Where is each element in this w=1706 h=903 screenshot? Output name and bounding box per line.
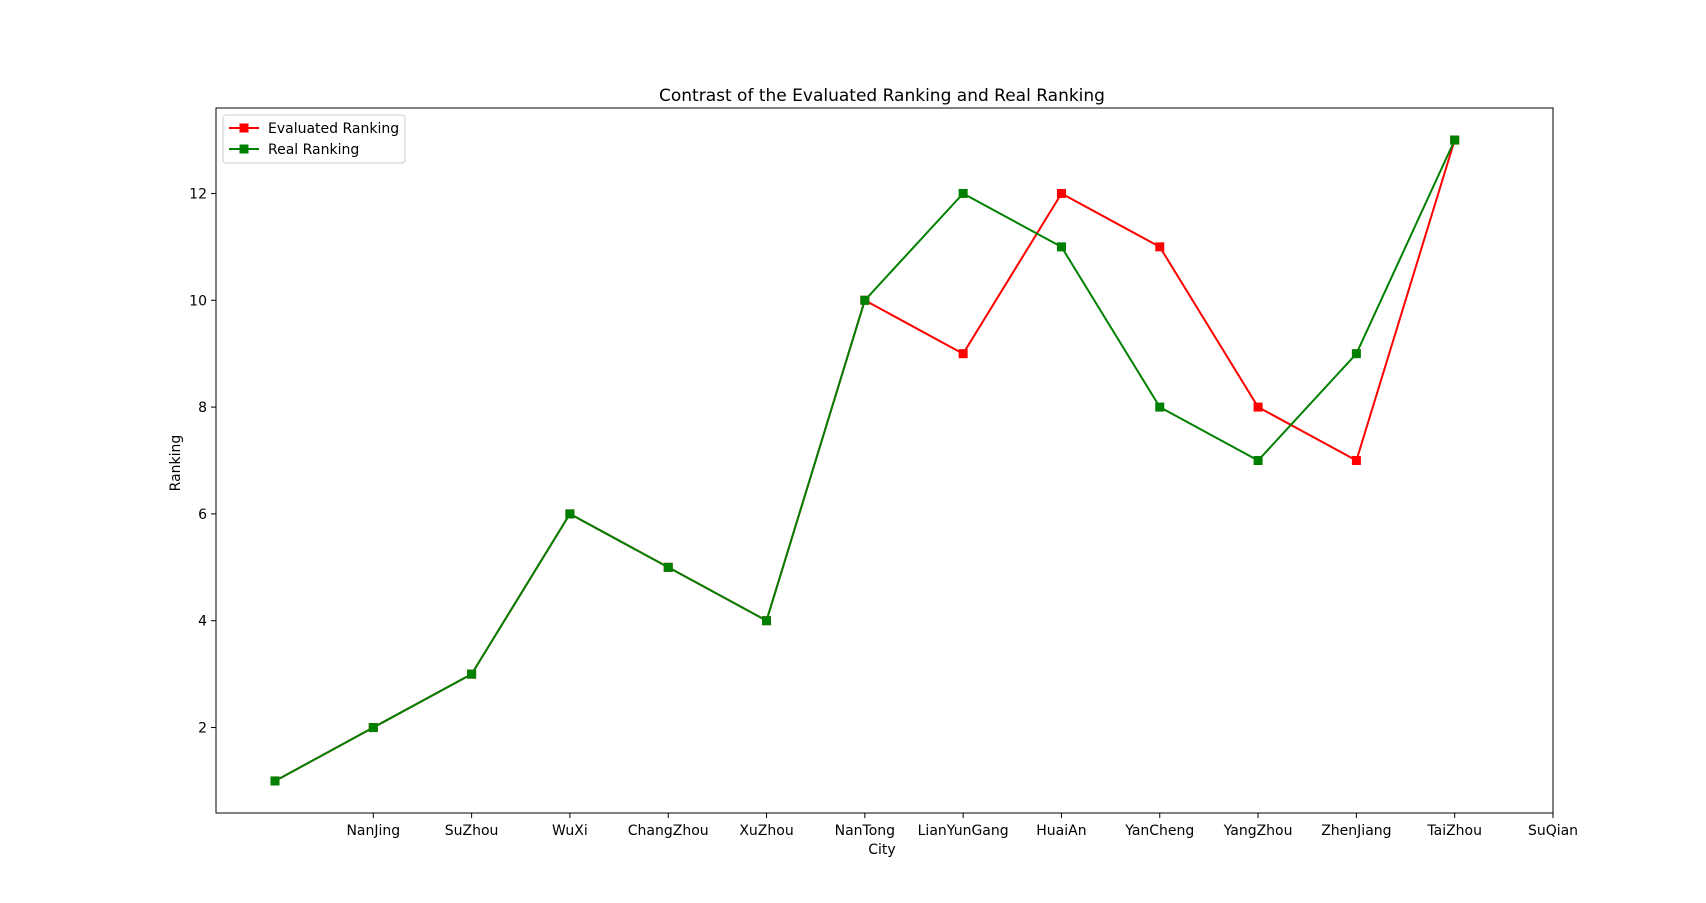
legend-box xyxy=(222,114,406,164)
data-point xyxy=(565,509,575,519)
x-tick-label: TaiZhou xyxy=(1426,823,1482,839)
x-tick-label: YanCheng xyxy=(1124,823,1194,839)
x-tick-label: SuQian xyxy=(1528,823,1578,839)
data-point xyxy=(1155,242,1165,252)
x-tick-label: ChangZhou xyxy=(628,823,709,839)
data-point xyxy=(762,616,772,626)
data-point xyxy=(270,776,280,786)
legend-label: Real Ranking xyxy=(268,142,359,158)
data-point xyxy=(1253,402,1263,412)
x-tick-label: YangZhou xyxy=(1223,823,1293,839)
data-point xyxy=(1056,242,1066,252)
x-tick-label: NanJing xyxy=(346,823,400,839)
y-tick-label: 10 xyxy=(189,293,207,309)
x-tick-label: XuZhou xyxy=(739,823,793,839)
y-tick-label: 4 xyxy=(198,614,207,630)
x-tick-label: SuZhou xyxy=(445,823,499,839)
data-point xyxy=(1351,456,1361,465)
y-tick-label: 2 xyxy=(198,721,207,737)
x-axis-title: City xyxy=(868,842,895,858)
legend-label: Evaluated Ranking xyxy=(268,121,399,137)
plot-area: 2 4 6 8 10 12 NanJing SuZhou WuXi ChangZhou XuZhou… xyxy=(189,107,1578,839)
series-1 xyxy=(270,135,1460,786)
y-tick-label: 8 xyxy=(198,400,207,416)
data-point xyxy=(1253,456,1263,465)
data-point xyxy=(958,349,968,359)
chart-title: Contrast of the Evaluated Ranking and Re… xyxy=(659,86,1105,106)
y-axis-title: Ranking xyxy=(168,435,184,492)
x-tick-label: ZhenJiang xyxy=(1321,823,1391,839)
y-tick-label: 6 xyxy=(198,507,207,523)
data-point xyxy=(1351,349,1361,359)
data-point xyxy=(1056,188,1066,198)
data-point xyxy=(860,295,870,305)
x-tick-label: LianYunGang xyxy=(918,823,1009,839)
legend-marker xyxy=(239,123,249,133)
legend-marker xyxy=(239,144,249,154)
axes-frame xyxy=(215,107,1554,814)
data-point xyxy=(663,562,673,572)
data-point xyxy=(1450,135,1460,145)
x-tick-label: WuXi xyxy=(552,823,588,839)
x-tick-label: NanTong xyxy=(835,823,895,839)
data-point xyxy=(1155,402,1165,412)
y-tick-label: 12 xyxy=(189,186,207,202)
data-point xyxy=(958,188,968,198)
data-point xyxy=(368,723,378,733)
data-point xyxy=(467,669,477,679)
legend: Evaluated Ranking Real Ranking xyxy=(222,114,406,164)
x-tick-label: HuaiAn xyxy=(1036,823,1086,839)
